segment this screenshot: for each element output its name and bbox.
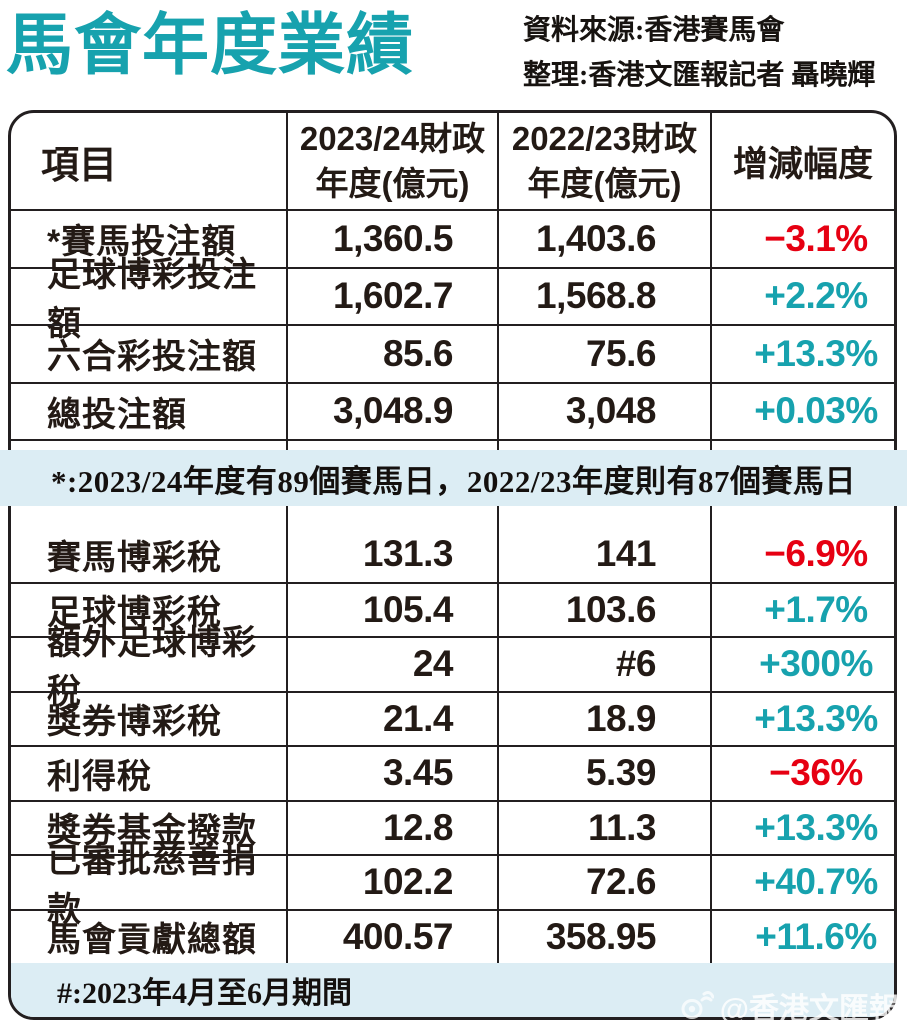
value-fy-2023-24: 102.2 [286,854,497,909]
value-fy-2022-23: 5.39 [497,745,710,800]
change-value: +0.03% [710,381,894,439]
value-fy-2023-24: 3,048.9 [286,381,497,439]
footnote-period: #:2023年4月至6月期間 [11,963,894,1017]
value-fy-2023-24: 1,602.7 [286,266,497,324]
change-value: −36% [710,745,894,800]
row-label: 獎券基金撥款 [11,799,286,855]
change-value: +13.3% [710,324,894,382]
header-fy-2022-23-line1: 2022/23財政 [511,120,698,157]
change-value: +11.6% [710,908,894,963]
row-label: *賽馬投注額 [11,209,286,267]
source-credit: 資料來源:香港賽馬會 整理:香港文匯報記者 聶曉輝 [523,8,903,98]
header-change: 增減幅度 [710,113,894,209]
page-title: 馬會年度業績 [6,8,414,83]
value-fy-2022-23: 103.6 [497,581,710,636]
header-fy-2022-23: 2022/23財政 年度(億元) [497,113,710,209]
row-label: 額外足球博彩稅 [11,624,286,711]
value-fy-2023-24: 12.8 [286,799,497,854]
row-label: 已審批慈善捐款 [11,842,286,929]
header-fy-2022-23-line2: 年度(億元) [527,165,682,202]
value-fy-2022-23: 75.6 [497,324,710,382]
source-line: 資料來源:香港賽馬會 [523,15,785,46]
value-fy-2023-24: 105.4 [286,581,497,636]
value-fy-2023-24: 24 [286,636,497,691]
row-label: 足球博彩稅 [11,581,286,637]
header-fy-2023-24-line2: 年度(億元) [315,165,470,202]
change-value: +13.3% [710,690,894,745]
row-label: 馬會貢獻總額 [11,908,286,964]
change-value: +13.3% [710,799,894,854]
value-fy-2022-23: 3,048 [497,381,710,439]
watermark: @香港文匯報 [680,984,899,1028]
value-fy-2022-23: #6 [497,636,710,691]
change-value: +300% [710,636,894,691]
value-fy-2022-23: 18.9 [497,690,710,745]
value-fy-2023-24: 131.3 [286,527,497,582]
value-fy-2022-23: 1,568.8 [497,266,710,324]
row-label: 總投注額 [11,381,286,440]
value-fy-2022-23: 72.6 [497,854,710,909]
value-fy-2023-24: 3.45 [286,745,497,800]
value-fy-2022-23: 358.95 [497,908,710,963]
value-fy-2023-24: 400.57 [286,908,497,963]
header-fy-2023-24: 2023/24財政 年度(億元) [286,113,497,209]
watermark-handle: @香港文匯報 [719,993,899,1026]
value-fy-2022-23: 1,403.6 [497,209,710,267]
value-fy-2022-23: 141 [497,527,710,582]
results-table: 項目 2023/24財政 年度(億元) 2022/23財政 年度(億元) 增減幅… [8,110,897,1020]
header-fy-2023-24-line1: 2023/24財政 [299,120,486,157]
value-fy-2023-24: 1,360.5 [286,209,497,267]
row-label: 六合彩投注額 [11,324,286,382]
row-label: 賽馬博彩稅 [47,538,222,577]
change-value: +1.7% [710,581,894,636]
value-fy-2023-24: 21.4 [286,690,497,745]
value-fy-2023-24: 85.6 [286,324,497,382]
change-value: −6.9% [710,527,894,582]
weibo-icon [680,991,714,1021]
change-value: +2.2% [710,266,894,324]
value-fy-2022-23: 11.3 [497,799,710,854]
row-label: 獎券博彩稅 [11,690,286,746]
header-item: 項目 [41,144,118,187]
footnote-racedays: *:2023/24年度有89個賽馬日，2022/23年度則有87個賽馬日 [0,450,907,506]
editor-line: 整理:香港文匯報記者 聶曉輝 [523,60,876,91]
change-value: −3.1% [710,209,894,267]
change-value: +40.7% [710,854,894,909]
row-label: 利得稅 [11,745,286,800]
row-label: 足球博彩投注額 [11,256,286,343]
